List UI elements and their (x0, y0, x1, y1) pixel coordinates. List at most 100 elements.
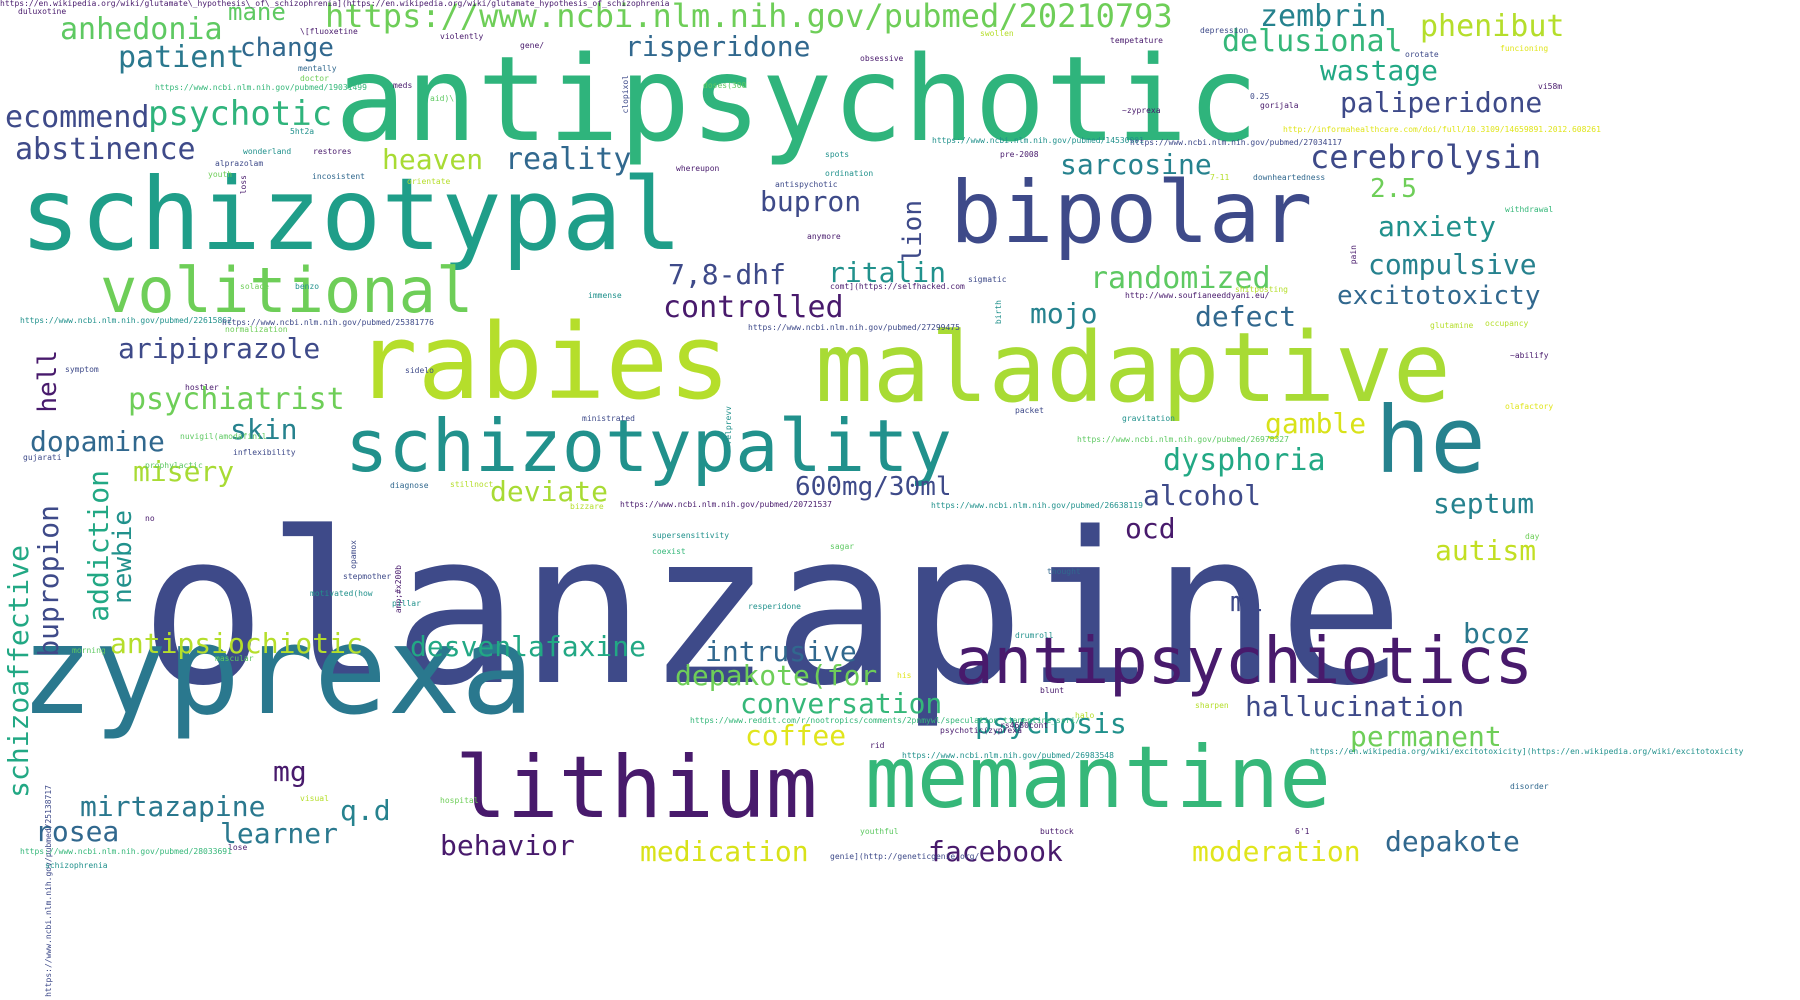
word-maladaptive: maladaptive (815, 312, 1451, 424)
word-birth: birth (994, 300, 1003, 325)
word-halo: halo (1075, 711, 1095, 720)
word-memantine: memantine (865, 728, 1331, 828)
word-loss: loss (239, 175, 248, 195)
word-withdrawal: withdrawal (1505, 205, 1554, 214)
word-schizophrenia: schizophrenia (45, 861, 108, 870)
word-lion: lion (898, 200, 928, 263)
word-mg: mg (273, 755, 307, 788)
word-benzo: benzo (295, 282, 320, 291)
word-depakote: depakote (1385, 825, 1520, 858)
word-gujarati: gujarati (23, 453, 62, 462)
word-2-5: 2.5 (1370, 174, 1417, 204)
word-coexist: coexist (652, 547, 686, 556)
word-zyprexa: ~zyprexa (1122, 106, 1161, 115)
word-occupancy: occupancy (1485, 319, 1529, 328)
word-https-www-ncbi-nlm-nih-gov-pubmed-272994: https://www.ncbi.nlm.nih.gov/pubmed/2729… (748, 323, 960, 332)
word-sarcosine: sarcosine (1060, 148, 1212, 181)
word-psychotic: psychotic (148, 94, 333, 134)
word-motivated-how: motivated(how (310, 589, 373, 598)
word-https-www-ncbi-nlm-nih-gov-pubmed-280336: https://www.ncbi.nlm.nih.gov/pubmed/2803… (20, 847, 232, 856)
word-psychosis: psychosis (975, 707, 1127, 740)
word-diagnose: diagnose (390, 481, 429, 490)
word-swollen: swollen (980, 29, 1014, 38)
word-phenibut: phenibut (1420, 9, 1565, 44)
word-7-8-dhf: 7,8-dhf (668, 258, 787, 291)
word-patient: patient (118, 40, 245, 75)
word-whereupon: whereupon (676, 164, 720, 173)
word-mascular: mascular (215, 654, 254, 663)
word-bipolar: bipolar (950, 163, 1313, 263)
word-sagar: sagar (830, 542, 855, 551)
word-youth: youth (208, 170, 233, 179)
word-6-1: 6'1 (1295, 827, 1310, 836)
word-hospital: hospital (440, 796, 479, 805)
word-spots: spots (825, 150, 850, 159)
word-thought: thought (1047, 567, 1081, 576)
word-change: change (240, 33, 334, 63)
word-https-www-ncbi-nlm-nih-gov-pubmed-251387: https://www.ncbi.nlm.nih.gov/pubmed/2513… (44, 785, 53, 997)
word-gravitation: gravitation (1122, 414, 1175, 423)
word-behavior: behavior (440, 829, 575, 862)
word-psychiatrist: psychiatrist (128, 382, 345, 417)
word-ml: ml (1230, 585, 1264, 618)
word-paliperidone: paliperidone (1340, 86, 1543, 119)
word-facebook: facebook (928, 835, 1063, 868)
word-violently: violently (440, 32, 484, 41)
word-rs4680cont: rs4680cont (1000, 721, 1049, 730)
word-intrusive: intrusive (705, 635, 857, 668)
word-lithium: lithium (455, 738, 818, 838)
word-zyprexa: zyprexa (20, 600, 535, 742)
word-rosea: rosea (35, 815, 120, 848)
word-relprevv: relprevv (724, 406, 733, 445)
word-ecommend: ecommend (5, 100, 150, 135)
word-immense: immense (588, 291, 622, 300)
word-bcoz: bcoz (1463, 617, 1531, 650)
word-heaven: heaven (382, 143, 484, 176)
word-https-www-ncbi-nlm-nih-gov-pubmed-190314: https://www.ncbi.nlm.nih.gov/pubmed/1903… (155, 83, 367, 92)
word-packet: packet (1015, 406, 1044, 415)
word-zembrin: zembrin (1260, 0, 1387, 34)
word-aripiprazole: aripiprazole (118, 332, 321, 365)
word-anhedonia: anhedonia (60, 12, 223, 47)
word-pain: pain (1349, 245, 1358, 265)
word-olafactory: olafactory (1505, 402, 1554, 411)
word-7-11: 7-11 (1210, 173, 1230, 182)
word-ritalin: ritalin (828, 256, 947, 289)
word-permanent: permanent (1350, 720, 1502, 753)
word-dopamine: dopamine (30, 425, 165, 458)
word-lose: lose (228, 843, 248, 852)
word-antispychotic: antispychotic (775, 180, 838, 189)
word-0-25: 0.25 (1250, 92, 1270, 101)
word-hostler: hostler (185, 383, 219, 392)
word-no: no (145, 514, 155, 523)
word-https-www-ncbi-nlm-nih-gov-pubmed-202107: https://www.ncbi.nlm.nih.gov/pubmed/2021… (325, 0, 1173, 35)
word-wonderland: wonderland (243, 147, 292, 156)
word-600mg-30ml: 600mg/30ml (795, 472, 952, 502)
word-https-www-ncbi-nlm-nih-gov-pubmed-226158: https://www.ncbi.nlm.nih.gov/pubmed/2261… (20, 316, 232, 325)
word-misery: misery (133, 455, 235, 488)
word-disorder: disorder (1510, 782, 1549, 791)
word-pre-2008: pre-2008 (1000, 150, 1039, 159)
word-drumroll: drumroll (1015, 631, 1054, 640)
word-risperidone: risperidone (625, 30, 811, 63)
word-nuvigil-amodafinil: nuvigil(amodafinil (180, 432, 267, 441)
word-abilify: ~abilify (1510, 351, 1549, 360)
word-incosistent: incosistent (312, 172, 365, 181)
word-http-www-soufianeeddyani-eu: http://www.soufianeeddyani.eu/ (1125, 291, 1270, 300)
word-delusional: delusional (1222, 24, 1403, 59)
word-https-en-wikipedia-org-wiki-excitotoxici: https://en.wikipedia.org/wiki/excitotoxi… (1310, 747, 1744, 756)
word-orotate: orotate (1405, 50, 1439, 59)
word-volitional: volitional (100, 254, 474, 327)
word-hell: hell (33, 350, 63, 413)
word-depression: depression (1200, 26, 1249, 35)
word-morning: morning (72, 646, 106, 655)
word-sharpen: sharpen (1195, 701, 1229, 710)
word-anymore: anymore (807, 232, 841, 241)
word-mirtazapine: mirtazapine (80, 790, 266, 823)
word-moderation: moderation (1192, 835, 1361, 868)
word-his: his (897, 671, 912, 680)
word-antipsiochiotic: antipsiochiotic (110, 627, 363, 660)
word-antipsychiotics: antipsychiotics (955, 625, 1533, 699)
word-stillnoct: stillnoct (450, 480, 494, 489)
